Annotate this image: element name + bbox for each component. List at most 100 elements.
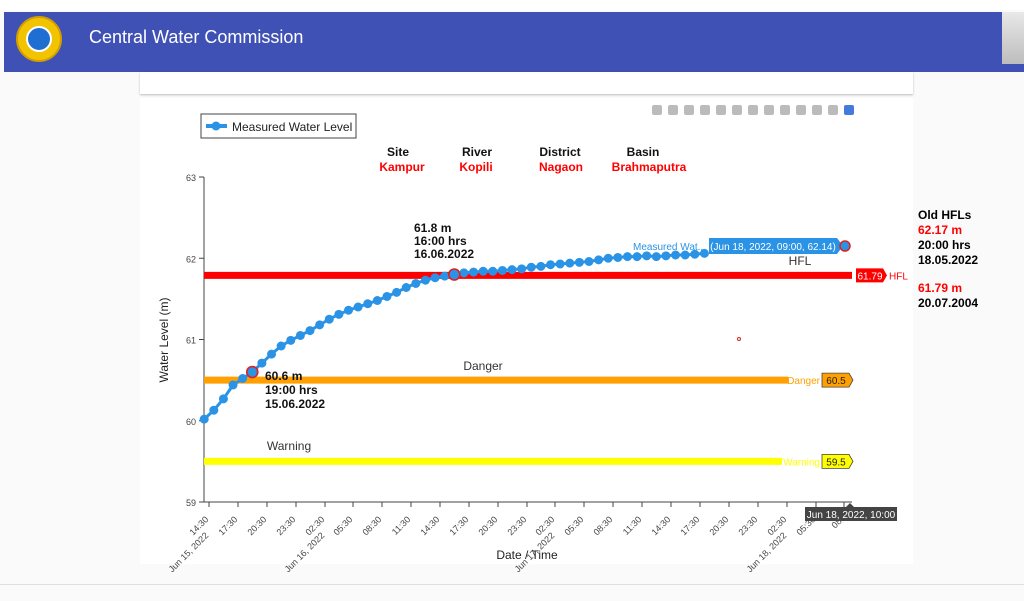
data-point[interactable]: [401, 283, 411, 292]
x-tick-label: 17:30: [216, 514, 239, 537]
spike-lines-icon[interactable]: [796, 105, 806, 115]
old-hfl-2-level: 61.79 m: [918, 281, 963, 295]
box-select-icon[interactable]: [700, 105, 710, 115]
data-point[interactable]: [353, 302, 363, 312]
basin-label: Basin: [627, 145, 660, 159]
data-point[interactable]: [574, 257, 584, 267]
old-hfls-title: Old HFLs: [918, 208, 972, 222]
data-point[interactable]: [478, 266, 488, 276]
info-card-top: [140, 72, 913, 94]
data-point[interactable]: [267, 349, 277, 359]
old-hfls-panel: Old HFLs 62.17 m 20:00 hrs 18.05.2022 61…: [918, 208, 1018, 311]
data-point[interactable]: [420, 275, 430, 285]
y-tick-label: 63: [186, 173, 196, 183]
data-point[interactable]: [315, 320, 325, 330]
reset-axes-icon[interactable]: [780, 105, 790, 115]
data-point[interactable]: [305, 326, 315, 336]
data-point[interactable]: [276, 341, 286, 351]
x-tick-label: Jun 18, 2022: [745, 530, 789, 574]
data-point[interactable]: [324, 314, 334, 324]
x-tick-label: 05:30: [331, 514, 354, 537]
x-tick-label: 08:30: [591, 514, 614, 537]
plotly-logo-icon[interactable]: [844, 105, 854, 115]
data-point[interactable]: [632, 252, 642, 262]
data-point[interactable]: [469, 267, 479, 277]
data-point[interactable]: [507, 265, 517, 275]
data-point[interactable]: [690, 249, 700, 259]
data-point[interactable]: [440, 271, 450, 281]
highlight-point[interactable]: [448, 268, 461, 281]
x-tick-label: 17:30: [447, 514, 470, 537]
data-point[interactable]: [228, 380, 238, 390]
data-point[interactable]: [671, 250, 681, 260]
y-tick-label: 62: [186, 254, 196, 264]
x-tick-label: 14:30: [418, 514, 441, 537]
data-point[interactable]: [372, 296, 382, 305]
x-tick-label: 11:30: [621, 514, 644, 537]
x-tick-label: 11:30: [390, 514, 413, 537]
data-point[interactable]: [680, 250, 690, 260]
data-point[interactable]: [699, 248, 709, 258]
data-point[interactable]: [594, 255, 604, 265]
danger-value-flag: [821, 372, 854, 388]
data-point[interactable]: [392, 287, 402, 297]
data-point[interactable]: [546, 260, 556, 270]
chart-legend[interactable]: Measured Water Level: [200, 113, 357, 139]
data-point[interactable]: [295, 330, 305, 340]
data-point[interactable]: [555, 259, 565, 269]
x-hover-label: Jun 18, 2022, 10:00: [805, 503, 897, 521]
data-point[interactable]: [334, 309, 344, 319]
data-point[interactable]: [661, 251, 671, 261]
x-tick-label: 20:30: [707, 514, 730, 537]
hover-value: (Jun 18, 2022, 09:00, 62.14): [710, 242, 836, 253]
data-point[interactable]: [584, 257, 594, 266]
cwc-logo-icon: [16, 16, 62, 62]
district-label: District: [539, 145, 580, 159]
app-title: Central Water Commission: [89, 27, 304, 47]
hover-closest-icon[interactable]: [812, 105, 822, 115]
data-point[interactable]: [488, 266, 498, 276]
data-point[interactable]: [430, 273, 440, 283]
data-point[interactable]: [382, 291, 392, 301]
data-point[interactable]: [622, 252, 632, 262]
data-point[interactable]: [517, 264, 527, 274]
old-hfl-1-time: 20:00 hrs: [918, 238, 971, 252]
hover-point-marker: [839, 240, 851, 252]
hover-compare-icon[interactable]: [828, 105, 838, 115]
x-tick-label: Jun 16, 2022: [283, 530, 327, 574]
pan-icon[interactable]: [684, 105, 694, 115]
zoom-icon[interactable]: [668, 105, 678, 115]
river-label: River: [462, 145, 492, 159]
data-point[interactable]: [199, 414, 209, 424]
data-point[interactable]: [497, 265, 507, 275]
hover-series-label: Measured Wat...: [633, 242, 706, 253]
x-axis-title: Date / Time: [496, 548, 558, 562]
data-point[interactable]: [613, 252, 623, 262]
data-point[interactable]: [286, 335, 296, 345]
data-point[interactable]: [603, 253, 613, 263]
annotation-mid-date: 16.06.2022: [414, 247, 474, 261]
data-point[interactable]: [651, 252, 661, 262]
lasso-icon[interactable]: [716, 105, 726, 115]
page-footer-divider: [0, 584, 1024, 585]
zoom-out-icon[interactable]: [748, 105, 758, 115]
data-point[interactable]: [536, 261, 546, 271]
data-point[interactable]: [459, 268, 469, 278]
data-point[interactable]: [238, 374, 248, 383]
data-point[interactable]: [565, 258, 575, 268]
autoscale-icon[interactable]: [764, 105, 774, 115]
data-point[interactable]: [343, 305, 353, 315]
data-point[interactable]: [257, 358, 267, 368]
camera-icon[interactable]: [652, 105, 662, 115]
data-point[interactable]: [642, 251, 652, 261]
data-point[interactable]: [411, 278, 421, 288]
x-tick-label: 14:30: [649, 514, 672, 537]
highlight-point[interactable]: [245, 365, 259, 379]
data-point[interactable]: [209, 405, 219, 415]
data-point[interactable]: [218, 394, 228, 404]
data-point[interactable]: [526, 262, 536, 272]
hfl-line-label: HFL: [789, 254, 812, 268]
zoom-in-icon[interactable]: [732, 105, 742, 115]
data-point[interactable]: [363, 299, 373, 309]
